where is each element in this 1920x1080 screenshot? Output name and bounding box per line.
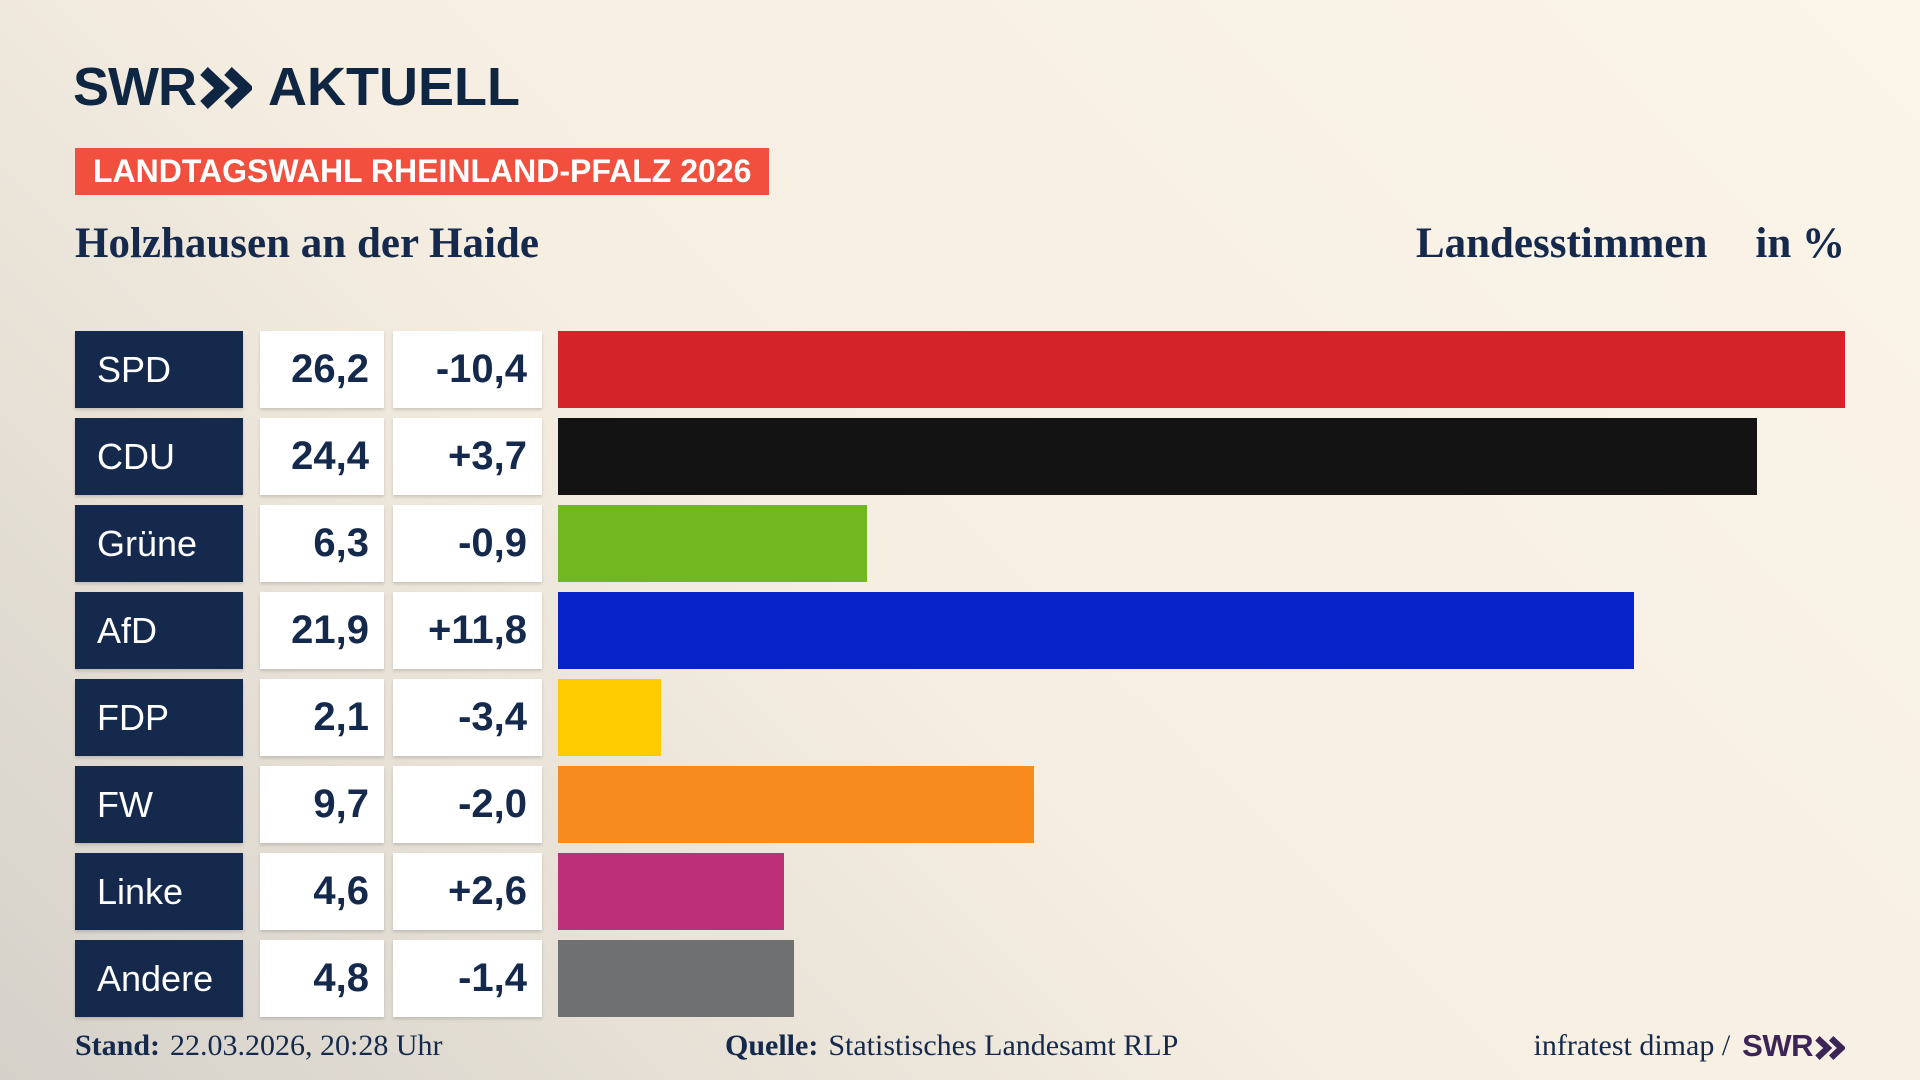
- result-bar-spd: [558, 331, 1845, 408]
- bar-track-andere: [558, 940, 1845, 1017]
- chart-row-linke: Linke 4,6 +2,6: [75, 853, 1845, 930]
- party-value-spd: 26,2: [260, 331, 384, 408]
- municipality-title: Holzhausen an der Haide: [75, 220, 539, 267]
- party-change-fw: -2,0: [393, 766, 542, 843]
- chart-title-bar: Holzhausen an der Haide Landesstimmen in…: [75, 220, 1845, 268]
- source-note: Quelle: Statistisches Landesamt RLP: [725, 1024, 1178, 1068]
- party-value-linke: 4,6: [260, 853, 384, 930]
- party-change-andere: -1,4: [393, 940, 542, 1017]
- chart-row-gr-ne: Grüne 6,3 -0,9: [75, 505, 1845, 582]
- footer: Stand: 22.03.2026, 20:28 Uhr Quelle: Stati…: [75, 1024, 1845, 1068]
- result-bar-afd: [558, 592, 1634, 669]
- party-change-linke: +2,6: [393, 853, 542, 930]
- bar-track-cdu: [558, 418, 1845, 495]
- party-value-afd: 21,9: [260, 592, 384, 669]
- credit-double-chevron-icon: [1815, 1035, 1845, 1060]
- unit-label: in %: [1755, 220, 1845, 267]
- bar-track-fdp: [558, 679, 1845, 756]
- measure-labels: Landesstimmen in %: [1416, 220, 1845, 268]
- logo-swr-text: SWR: [73, 57, 197, 117]
- election-title-text: LANDTAGSWAHL RHEINLAND-PFALZ 2026: [93, 153, 752, 189]
- party-change-spd: -10,4: [393, 331, 542, 408]
- result-bar-andere: [558, 940, 794, 1017]
- logo-aktuell-text: AKTUELL: [267, 57, 520, 117]
- bar-track-fw: [558, 766, 1845, 843]
- party-label-linke: Linke: [75, 853, 243, 930]
- party-label-fdp: FDP: [75, 679, 243, 756]
- chart-row-fw: FW 9,7 -2,0: [75, 766, 1845, 843]
- stand-label: Stand:: [75, 1029, 161, 1062]
- party-label-afd: AfD: [75, 592, 243, 669]
- chart-row-andere: Andere 4,8 -1,4: [75, 940, 1845, 1017]
- bar-track-spd: [558, 331, 1845, 408]
- party-label-andere: Andere: [75, 940, 243, 1017]
- party-value-andere: 4,8: [260, 940, 384, 1017]
- measure-label: Landesstimmen: [1415, 220, 1708, 267]
- party-value-fw: 9,7: [260, 766, 384, 843]
- bar-track-linke: [558, 853, 1845, 930]
- party-value-fdp: 2,1: [260, 679, 384, 756]
- chart-row-afd: AfD 21,9 +11,8: [75, 592, 1845, 669]
- party-value-cdu: 24,4: [260, 418, 384, 495]
- results-bar-chart: SPD 26,2 -10,4 CDU 24,4 +3,7 Grüne 6,3 -0,9 AfD 21…: [75, 331, 1845, 1027]
- chart-row-spd: SPD 26,2 -10,4: [75, 331, 1845, 408]
- credit: infratest dimap / SWR: [1534, 1024, 1845, 1068]
- swr-aktuell-logo: SWR AKTUELL: [73, 60, 520, 114]
- party-value-gr-ne: 6,3: [260, 505, 384, 582]
- chart-row-cdu: CDU 24,4 +3,7: [75, 418, 1845, 495]
- result-bar-gr-ne: [558, 505, 868, 582]
- result-bar-linke: [558, 853, 784, 930]
- party-change-fdp: -3,4: [393, 679, 542, 756]
- party-change-cdu: +3,7: [393, 418, 542, 495]
- result-bar-fw: [558, 766, 1035, 843]
- bar-track-gr-ne: [558, 505, 1845, 582]
- stand-timestamp: Stand: 22.03.2026, 20:28 Uhr: [75, 1024, 443, 1068]
- party-label-spd: SPD: [75, 331, 243, 408]
- credit-swr-logo-text: SWR: [1742, 1028, 1813, 1063]
- source-value: Statistisches Landesamt RLP: [828, 1029, 1179, 1062]
- bar-track-afd: [558, 592, 1845, 669]
- party-label-gr-ne: Grüne: [75, 505, 243, 582]
- election-title-badge: LANDTAGSWAHL RHEINLAND-PFALZ 2026: [75, 148, 770, 195]
- result-bar-cdu: [558, 418, 1757, 495]
- party-label-cdu: CDU: [75, 418, 243, 495]
- stand-value: 22.03.2026, 20:28 Uhr: [170, 1029, 443, 1062]
- party-change-gr-ne: -0,9: [393, 505, 542, 582]
- source-label: Quelle:: [725, 1029, 819, 1062]
- result-bar-fdp: [558, 679, 662, 756]
- party-change-afd: +11,8: [393, 592, 542, 669]
- double-chevron-icon: [200, 67, 252, 109]
- party-label-fw: FW: [75, 766, 243, 843]
- chart-row-fdp: FDP 2,1 -3,4: [75, 679, 1845, 756]
- credit-text: infratest dimap /: [1533, 1029, 1731, 1062]
